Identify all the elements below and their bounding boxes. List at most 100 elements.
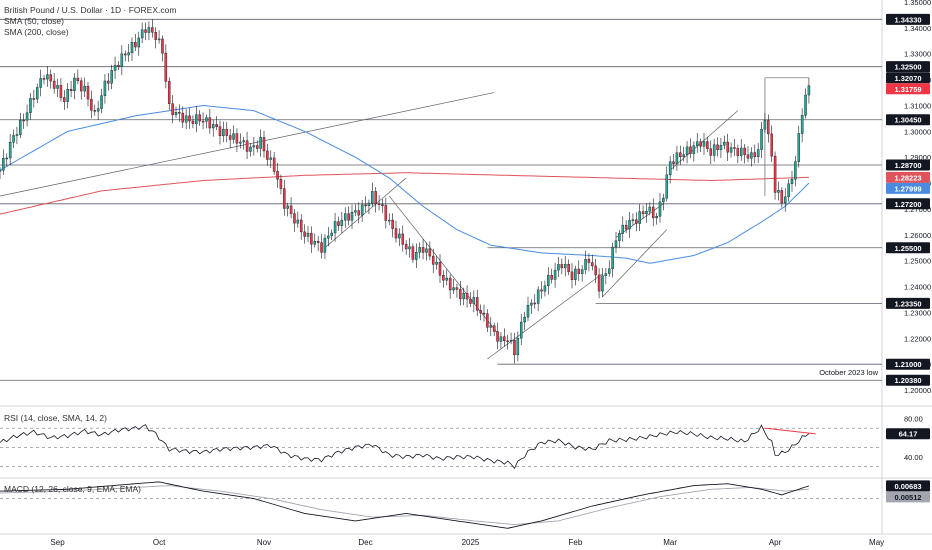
candle-body <box>279 178 283 189</box>
candle-body <box>496 331 499 342</box>
candle-body <box>184 115 188 123</box>
candle-body <box>110 70 113 84</box>
rsi-pane: 80.00 40.00 64.17 <box>0 415 930 470</box>
price-tick-label: 1.35000 <box>904 0 931 7</box>
candle-body <box>628 220 631 230</box>
candle-body <box>293 213 296 224</box>
candle-body <box>475 297 479 311</box>
candle-body <box>404 244 408 250</box>
price-badge <box>886 198 930 210</box>
candle-body <box>2 158 5 171</box>
candle-body <box>123 53 127 56</box>
candle-body <box>729 147 733 153</box>
candle-body <box>350 211 354 221</box>
rsi-label: RSI (14, close, SMA, 14, 2) <box>4 413 107 423</box>
candle-body <box>357 210 361 216</box>
price-badge-label: 1.28223 <box>894 173 921 182</box>
candle-body <box>601 275 604 292</box>
price-badge <box>886 83 930 95</box>
candle-body <box>716 144 719 150</box>
macd-value-badge <box>886 491 930 503</box>
candle-body <box>387 219 391 222</box>
candle-body <box>526 305 530 318</box>
candle-body <box>343 213 347 221</box>
candle-body <box>266 150 269 160</box>
candle-body <box>35 87 39 100</box>
candle-body <box>482 312 486 315</box>
candle-body <box>401 233 405 245</box>
candle-body <box>706 141 709 149</box>
candle-body <box>235 133 239 144</box>
candle-body <box>384 205 388 221</box>
time-tick-label: Apr <box>769 538 782 547</box>
candle-body <box>283 188 286 209</box>
annotation-label: October 2023 low <box>819 368 878 377</box>
candle-body <box>313 241 317 245</box>
candle-body <box>635 219 638 224</box>
sma200-label[interactable]: SMA (200, close) <box>4 27 69 37</box>
time-axis: Sep Oct Nov Dec 2025 Feb Mar Apr May <box>50 538 884 547</box>
rsi-legend[interactable]: RSI (14, close, SMA, 14, 2) <box>4 413 107 424</box>
sma50-line <box>0 104 810 264</box>
time-tick-label: Nov <box>257 538 271 547</box>
candle-body <box>225 128 229 136</box>
macd-signal-line <box>0 485 809 526</box>
candle-body <box>597 274 601 292</box>
candle-body <box>56 85 59 89</box>
candle-body <box>648 206 652 212</box>
candle-body <box>242 140 245 143</box>
candle-body <box>509 339 513 342</box>
candle-body <box>675 152 679 164</box>
candle-body <box>333 221 337 234</box>
candle-body <box>303 231 306 237</box>
price-tick-label: 1.22000 <box>904 334 931 343</box>
candle-body <box>337 221 340 226</box>
time-tick-label: May <box>869 538 884 547</box>
macd-legend[interactable]: MACD (12, 26, close, 9, EMA, EMA) <box>4 484 141 495</box>
candle-body <box>208 117 212 129</box>
candle-body <box>469 298 472 304</box>
trendline <box>602 229 668 298</box>
macd-value-badge <box>886 480 930 492</box>
candle-body <box>584 258 587 270</box>
candle-body <box>181 112 185 123</box>
candle-body <box>611 246 614 270</box>
candle-body <box>760 128 763 150</box>
candle-body <box>587 258 591 263</box>
macd-line <box>0 481 810 529</box>
price-badge-label: 1.27200 <box>894 200 921 209</box>
candle-body <box>699 141 702 147</box>
candle-body <box>472 297 476 304</box>
candle-body <box>137 37 141 48</box>
candle-body <box>645 211 648 215</box>
candle-body <box>178 112 181 114</box>
candle-body <box>567 263 570 273</box>
candle-body <box>448 277 452 291</box>
candle-body <box>563 263 567 269</box>
candle-body <box>641 211 645 215</box>
candle-body <box>174 112 178 115</box>
candle-body <box>239 141 242 144</box>
candle-body <box>289 205 293 214</box>
candle-body <box>354 210 357 213</box>
candle-body <box>723 141 726 146</box>
candle-body <box>306 232 310 237</box>
candle-body <box>438 261 442 276</box>
candle-body <box>655 216 658 219</box>
candle-body <box>662 197 665 203</box>
candle-body <box>614 240 618 248</box>
candle-body <box>672 161 675 164</box>
candle-body <box>513 339 516 356</box>
candle-body <box>327 235 330 239</box>
candle-body <box>665 174 669 199</box>
price-badge-label: 1.28700 <box>894 161 921 170</box>
candle-body <box>621 224 625 234</box>
candle-body <box>523 316 526 323</box>
candle-body <box>631 219 635 221</box>
candle-body <box>739 147 743 156</box>
candle-body <box>604 273 608 276</box>
sma50-label[interactable]: SMA (50, close) <box>4 16 64 26</box>
price-tick-label: 1.34000 <box>904 24 931 33</box>
price-tick-label: 1.27000 <box>904 205 931 214</box>
